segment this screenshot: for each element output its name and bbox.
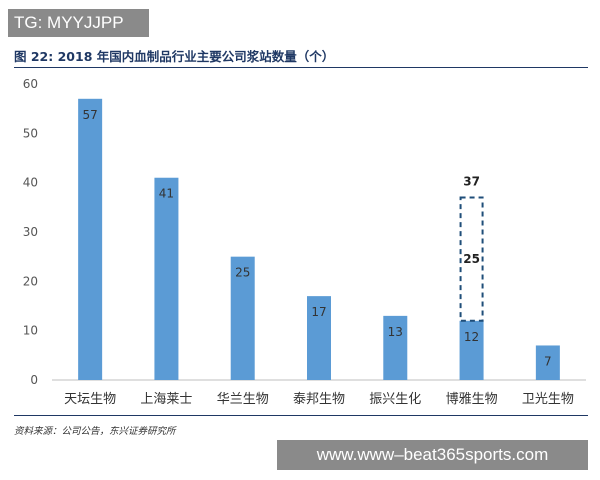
bar-value-label: 7: [544, 354, 552, 368]
source-note: 资料来源：公司公告，东兴证券研究所: [14, 426, 176, 437]
extension-increment-label: 25: [463, 252, 480, 266]
bar-value-label: 41: [159, 187, 174, 201]
category-label: 天坛生物: [64, 392, 116, 407]
bar: [307, 296, 331, 380]
y-tick-label: 0: [30, 373, 38, 387]
category-label: 博雅生物: [446, 392, 498, 407]
bar: [383, 315, 408, 380]
category-label: 泰邦生物: [293, 392, 345, 407]
bar-chart: 0 10 20 30 40 50 60 57 天坛生物 41 上海莱士 25 华兰生物 17 泰邦生物 13 振…: [23, 77, 586, 407]
bar-value-label: 25: [235, 266, 250, 280]
category-label: 上海莱士: [140, 392, 192, 407]
bar-value-label: 57: [83, 108, 98, 122]
category-label: 卫光生物: [522, 392, 574, 407]
y-tick-label: 10: [23, 324, 38, 338]
bar: [78, 98, 103, 381]
bar: [154, 177, 179, 380]
bar-value-label: 13: [388, 325, 403, 339]
dashed-extension: [459, 196, 484, 322]
category-label: 华兰生物: [217, 392, 269, 407]
figure-title: 图 22: 2018 年国内血制品行业主要公司浆站数量（个）: [14, 49, 335, 64]
y-tick-label: 60: [23, 77, 38, 91]
y-tick-label: 30: [23, 225, 38, 239]
title-rule: [14, 67, 588, 68]
bar: [459, 320, 484, 380]
y-tick-label: 50: [23, 126, 38, 140]
watermark-top: TG: MYYJJPP: [8, 9, 149, 37]
y-tick-label: 20: [23, 274, 38, 288]
watermark-bottom: www.www–beat365sports.com: [277, 440, 588, 470]
bar: [230, 256, 255, 380]
y-tick-label: 40: [23, 176, 38, 190]
bar: [535, 345, 560, 380]
bar-value-label: 12: [464, 330, 479, 344]
bar-value-label: 17: [311, 305, 326, 319]
source-rule: [14, 415, 588, 416]
extension-total-label: 37: [463, 174, 480, 188]
category-label: 振兴生化: [369, 392, 421, 407]
